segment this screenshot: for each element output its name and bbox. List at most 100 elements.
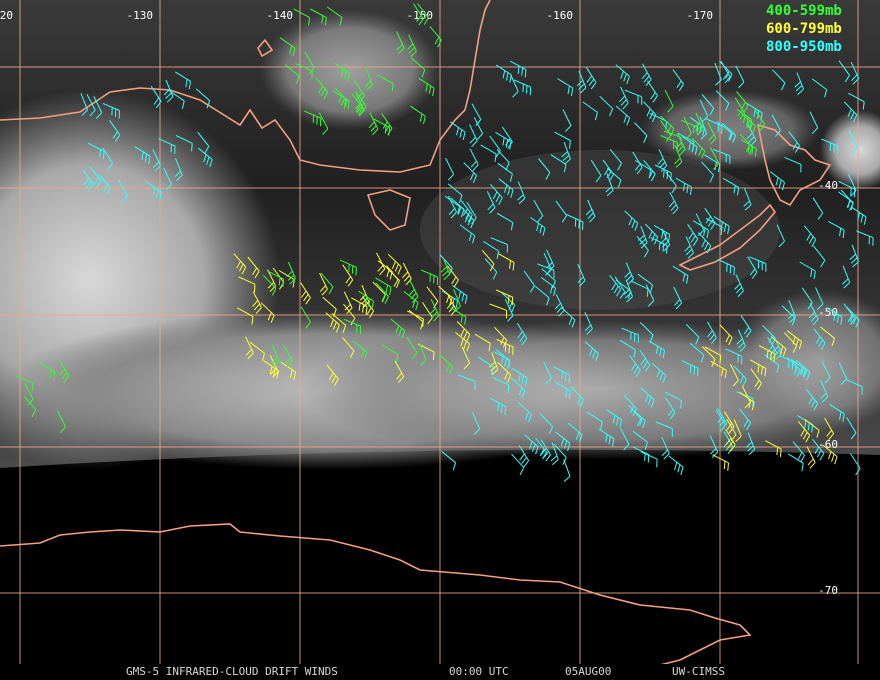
wind-barb [721, 122, 737, 143]
wind-barb [452, 285, 468, 304]
wind-barb [484, 258, 498, 280]
wind-barb [418, 77, 435, 96]
wind-barb [602, 159, 614, 182]
wind-barb [524, 434, 539, 455]
wind-barb [719, 60, 733, 82]
wind-barb [325, 312, 340, 333]
wind-barb [486, 191, 496, 214]
wind-barb [675, 132, 686, 156]
wind-barb [787, 300, 796, 323]
wind-barb [495, 289, 514, 306]
footer-time: 00:00 UTC [449, 665, 509, 678]
wind-barb [403, 291, 419, 311]
wind-barb [746, 102, 763, 121]
footer-bar [0, 664, 880, 680]
wind-barb [582, 101, 598, 121]
wind-barb [850, 206, 867, 225]
wind-barb [450, 197, 465, 218]
wind-barb [82, 169, 94, 192]
wind-barb [645, 284, 655, 307]
wind-barb [554, 381, 571, 399]
longitude-label: -130 [127, 9, 154, 22]
wind-barb [725, 429, 736, 452]
wind-barb [471, 412, 481, 435]
wind-barb [606, 409, 622, 428]
wind-barb [102, 102, 120, 119]
wind-barb [746, 123, 757, 147]
wind-barb [339, 259, 357, 276]
legend-entry: 800-950mb [766, 39, 842, 55]
wind-barb [343, 318, 362, 335]
wind-barb [820, 380, 829, 403]
wind-barb [681, 360, 699, 377]
wind-barb [422, 302, 433, 325]
wind-barb [318, 112, 329, 136]
wind-barb [174, 158, 183, 181]
wind-barb [577, 263, 586, 287]
wind-barb [788, 131, 801, 153]
wind-barb [801, 287, 813, 310]
wind-barb [689, 116, 706, 136]
wind-barb [511, 453, 525, 476]
wind-barb [584, 311, 593, 335]
footer-title: GMS-5 INFRARED-CLOUD DRIFT WINDS [126, 665, 338, 678]
wind-barb [639, 349, 651, 372]
wind-barb [734, 97, 746, 120]
wind-barb [102, 147, 113, 170]
wind-barb [699, 116, 708, 140]
wind-barb [550, 442, 559, 466]
wind-barb [473, 117, 484, 140]
wind-barb [117, 179, 128, 203]
wind-barb [490, 237, 508, 253]
wind-barb [562, 109, 572, 132]
wind-barb [461, 200, 473, 223]
wind-barb [387, 253, 402, 275]
wind-barb [712, 148, 731, 164]
wind-barb [815, 287, 824, 310]
latitude-label: -60 [818, 438, 838, 451]
wind-barb [812, 438, 825, 461]
wind-barb [236, 307, 254, 325]
wind-barb [641, 63, 652, 87]
longitude-label: -170 [687, 9, 714, 22]
wind-barb [725, 348, 743, 365]
imagery [0, 0, 880, 470]
wind-barb [722, 177, 740, 196]
wind-barb [481, 249, 495, 272]
longitude-label: -160 [547, 9, 574, 22]
wind-barb [341, 336, 355, 359]
wind-barb [639, 322, 654, 343]
wind-barb [247, 256, 260, 279]
wind-barb [632, 151, 643, 175]
wind-barb [175, 135, 193, 152]
wind-barb [738, 391, 755, 411]
wind-barb [623, 279, 633, 303]
wind-barb [843, 101, 858, 123]
wind-barb [750, 368, 762, 391]
wind-barb [197, 131, 210, 154]
wind-barb [585, 199, 596, 223]
wind-barb [555, 431, 571, 452]
wind-barb [615, 105, 631, 126]
wind-barb [733, 419, 742, 443]
wind-barb [540, 276, 557, 296]
wind-barb [260, 302, 275, 323]
wind-barb [304, 110, 322, 127]
wind-barb [784, 332, 798, 354]
wind-barb [764, 440, 782, 457]
wind-barb [776, 224, 785, 248]
wind-barb [429, 298, 440, 322]
wind-barb [704, 346, 722, 364]
wind-barb [233, 253, 247, 275]
wind-barb [438, 354, 453, 375]
wind-barb [474, 333, 491, 352]
wind-barb [754, 109, 766, 132]
wind-barb [797, 421, 811, 443]
wind-barb [848, 92, 865, 110]
wind-barb [445, 157, 455, 181]
wind-barb [771, 114, 781, 137]
wind-barb [693, 112, 704, 136]
wind-barb [284, 64, 300, 84]
wind-barb [459, 224, 476, 244]
